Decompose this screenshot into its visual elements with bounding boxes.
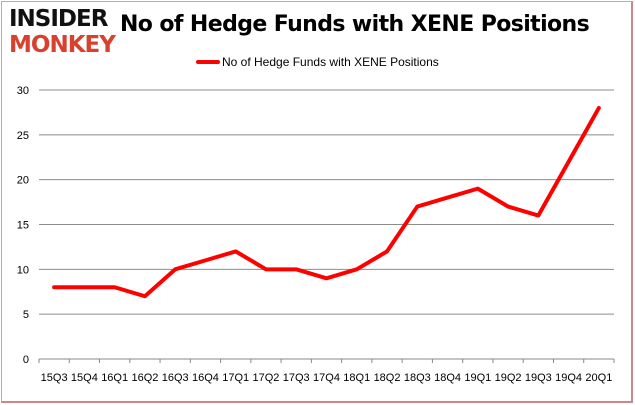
data-point xyxy=(567,160,571,164)
data-point xyxy=(536,214,540,218)
data-point xyxy=(415,205,419,209)
legend-label: No of Hedge Funds with XENE Positions xyxy=(222,55,439,69)
x-tick-label: 19Q4 xyxy=(555,372,582,384)
y-tick-label: 5 xyxy=(23,309,29,321)
data-point xyxy=(113,285,117,289)
data-point xyxy=(325,276,328,280)
data-point xyxy=(385,249,389,253)
series-line xyxy=(52,105,601,299)
x-tick-label: 18Q2 xyxy=(374,372,401,384)
data-point xyxy=(264,267,268,271)
x-tick-label: 16Q2 xyxy=(131,372,158,384)
y-tick-label: 20 xyxy=(17,175,29,187)
x-tick-label: 17Q4 xyxy=(313,372,340,384)
x-tick-label: 15Q3 xyxy=(41,372,68,384)
x-tick-label: 15Q4 xyxy=(71,372,98,384)
x-tick-label: 17Q1 xyxy=(222,372,249,384)
data-point xyxy=(294,267,298,271)
chart-title: No of Hedge Funds with XENE Positions xyxy=(120,12,590,37)
y-tick-label: 0 xyxy=(23,354,29,366)
logo-line2: MONKEY xyxy=(9,32,116,58)
data-point xyxy=(82,285,86,289)
x-tick-label: 19Q1 xyxy=(464,372,491,384)
x-tick-label: 16Q1 xyxy=(101,372,128,384)
y-tick-label: 10 xyxy=(17,264,29,276)
data-point xyxy=(173,267,177,271)
x-tick-label: 18Q4 xyxy=(434,372,461,384)
x-tick-label: 16Q3 xyxy=(162,372,189,384)
y-tick-label: 30 xyxy=(17,85,29,97)
y-tick-label: 15 xyxy=(17,220,29,232)
data-point xyxy=(234,249,238,253)
data-point xyxy=(506,205,510,209)
x-tick-label: 20Q1 xyxy=(585,372,612,384)
data-point xyxy=(476,187,480,191)
data-point xyxy=(355,267,359,271)
x-tick-label: 16Q4 xyxy=(192,372,219,384)
x-tick-label: 18Q1 xyxy=(343,372,370,384)
logo-line1: INSIDER xyxy=(9,6,108,32)
data-point xyxy=(52,285,56,289)
insider-monkey-logo: INSIDER MONKEY xyxy=(9,6,117,58)
x-tick-label: 18Q3 xyxy=(404,372,431,384)
y-tick-label: 25 xyxy=(17,130,29,142)
data-point xyxy=(143,294,147,298)
x-tick-label: 17Q3 xyxy=(283,372,310,384)
legend: No of Hedge Funds with XENE Positions xyxy=(196,55,439,69)
x-tick-label: 19Q2 xyxy=(495,372,522,384)
x-tick-label: 19Q3 xyxy=(525,372,552,384)
x-tick-label: 17Q2 xyxy=(253,372,280,384)
data-point xyxy=(446,196,450,200)
data-point xyxy=(597,106,601,110)
data-point xyxy=(203,258,207,262)
legend-swatch xyxy=(196,60,220,64)
